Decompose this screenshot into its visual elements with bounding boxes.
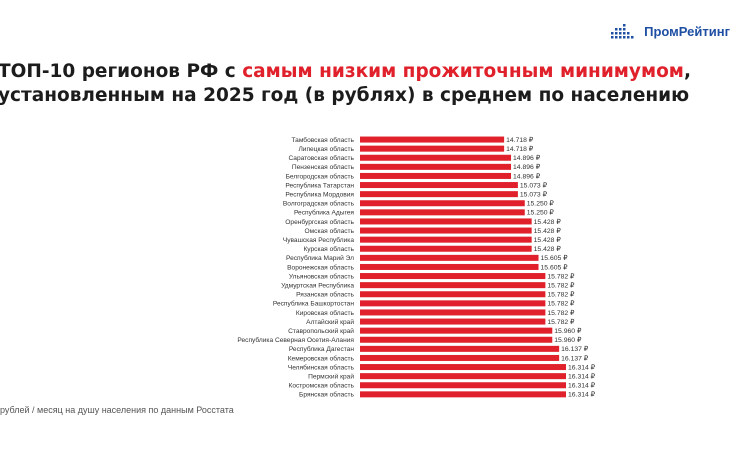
bar	[360, 154, 512, 161]
bar	[360, 191, 518, 198]
value-label: 16.137 ₽	[561, 345, 589, 353]
value-label: 15.960 ₽	[554, 336, 582, 344]
bar	[360, 309, 546, 316]
value-label: 14.896 ₽	[513, 172, 541, 180]
bar	[360, 291, 546, 298]
category-label: Алтайский край	[306, 318, 354, 326]
bar	[360, 354, 560, 361]
value-label: 15.073 ₽	[520, 181, 548, 189]
value-label: 16.314 ₽	[568, 382, 596, 390]
category-label: Чувашская Республика	[283, 236, 355, 244]
category-label: Республика Северная Осетия-Алания	[237, 336, 354, 344]
category-label: Республика Татарстан	[285, 181, 354, 189]
bar	[360, 163, 512, 170]
category-label: Оренбургская область	[285, 218, 354, 226]
bar	[360, 273, 546, 280]
value-label: 15.428 ₽	[534, 227, 562, 235]
value-label: 15.960 ₽	[554, 327, 582, 335]
bar	[360, 300, 546, 307]
category-label: Республика Башкортостан	[273, 300, 355, 308]
category-label: Пензенская область	[292, 163, 355, 171]
bar	[360, 382, 566, 389]
bar	[360, 373, 566, 380]
brand-name: ПромРейтинг	[644, 23, 730, 39]
category-label: Республика Марий Эл	[286, 254, 354, 262]
bar	[360, 263, 539, 270]
value-label: 15.782 ₽	[547, 300, 575, 308]
category-label: Тамбовская область	[291, 136, 354, 144]
value-label: 16.137 ₽	[561, 354, 589, 362]
category-label: Саратовская область	[288, 154, 354, 162]
bar	[360, 345, 560, 352]
bar	[360, 236, 532, 243]
category-label: Пермский край	[308, 372, 354, 380]
bar	[360, 182, 518, 189]
value-label: 15.073 ₽	[520, 190, 548, 198]
value-label: 15.782 ₽	[547, 309, 575, 317]
category-label: Ставропольский край	[288, 327, 354, 335]
category-label: Челябинская область	[288, 363, 355, 371]
category-label: Омская область	[305, 227, 355, 235]
bar	[360, 218, 532, 225]
title-highlight: самым низким прожиточным минимумом	[242, 61, 684, 82]
value-label: 15.428 ₽	[534, 236, 562, 244]
value-label: 15.250 ₽	[527, 209, 555, 217]
category-label: Брянская область	[299, 391, 355, 399]
category-label: Кировская область	[296, 309, 355, 317]
value-label: 15.605 ₽	[541, 254, 569, 262]
category-label: Волгоградская область	[283, 200, 355, 208]
value-label: 15.782 ₽	[547, 272, 575, 280]
value-label: 15.782 ₽	[547, 291, 575, 299]
bar-dots-logo-icon	[611, 24, 634, 39]
category-label: Республика Дагестан	[289, 345, 355, 353]
bar	[360, 336, 553, 343]
value-label: 15.428 ₽	[534, 245, 562, 253]
value-label: 14.718 ₽	[506, 145, 534, 153]
value-label: 15.428 ₽	[534, 218, 562, 226]
category-label: Ульяновская область	[289, 272, 355, 280]
category-label: Белгородская область	[286, 172, 355, 180]
category-label: Республика Мордовия	[285, 190, 354, 198]
value-label: 15.605 ₽	[541, 263, 569, 271]
bar	[360, 318, 546, 325]
bar	[360, 136, 505, 143]
brand: ПромРейтинг	[610, 20, 730, 42]
footnote: рублей / месяц на душу населения по данн…	[0, 405, 234, 415]
title-part-1: ТОП-10 регионов РФ с	[0, 61, 243, 82]
category-label: Кемеровская область	[288, 354, 355, 362]
bar	[360, 282, 546, 289]
bar-chart: Тамбовская область 14.718 ₽ Липецкая облас…	[237, 136, 596, 399]
value-label: 16.314 ₽	[568, 372, 596, 380]
bar	[360, 200, 525, 207]
category-label: Костромская область	[288, 382, 354, 390]
value-label: 16.314 ₽	[568, 363, 596, 371]
category-label: Курская область	[303, 245, 354, 253]
value-label: 14.718 ₽	[506, 136, 534, 144]
bar	[360, 172, 512, 179]
bar	[360, 364, 566, 371]
bar	[360, 145, 505, 152]
category-label: Воронежская область	[287, 263, 354, 271]
category-label: Рязанская область	[296, 291, 354, 299]
value-label: 14.896 ₽	[513, 154, 541, 162]
bar	[360, 391, 566, 398]
title-part-3: , установленным на 2025 год (в рублях) в…	[0, 61, 691, 106]
category-label: Удмуртская Республика	[281, 281, 354, 289]
value-label: 16.314 ₽	[568, 391, 596, 399]
bar	[360, 254, 539, 261]
category-label: Липецкая область	[298, 145, 354, 153]
bar	[360, 227, 532, 234]
bar	[360, 209, 525, 216]
value-label: 15.782 ₽	[547, 281, 575, 289]
value-label: 15.250 ₽	[527, 200, 555, 208]
bar	[360, 327, 553, 334]
value-label: 15.782 ₽	[547, 318, 575, 326]
category-label: Республика Адыгея	[294, 209, 354, 217]
page-title: ТОП-10 регионов РФ с самым низким прожит…	[0, 60, 718, 108]
value-label: 14.896 ₽	[513, 163, 541, 171]
bar	[360, 245, 532, 252]
